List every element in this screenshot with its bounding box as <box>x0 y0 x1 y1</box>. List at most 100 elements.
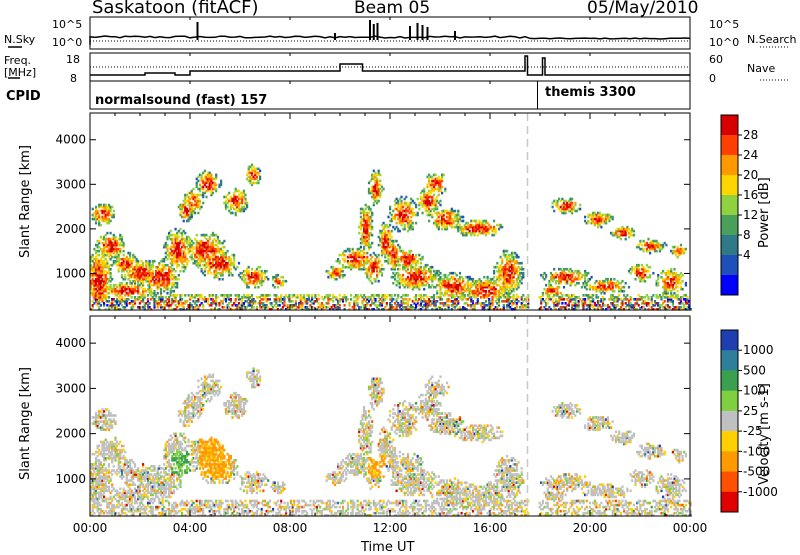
power-cell <box>246 202 248 205</box>
freq-trace <box>90 56 690 75</box>
power-cell <box>545 284 547 287</box>
power-cell <box>269 294 271 297</box>
power-cell <box>110 272 112 275</box>
power-cell <box>348 302 350 305</box>
power-cell <box>399 230 401 233</box>
power-cell <box>352 248 354 251</box>
power-cell <box>188 260 190 263</box>
power-cell <box>202 202 204 205</box>
power-cell <box>147 298 149 301</box>
power-cell <box>256 306 258 309</box>
power-cell <box>127 298 129 301</box>
power-cell <box>124 274 126 277</box>
power-cell <box>506 250 508 253</box>
power-cell <box>521 262 523 265</box>
power-cell <box>604 298 606 301</box>
power-cell <box>592 294 594 297</box>
power-cell <box>149 260 151 263</box>
power-cell <box>350 298 352 301</box>
power-cell <box>441 298 443 301</box>
power-cell <box>279 304 281 307</box>
power-cell <box>259 266 261 269</box>
power-cell <box>417 212 419 215</box>
power-cell <box>121 236 123 239</box>
power-cell <box>584 298 586 301</box>
power-cell <box>457 300 459 303</box>
power-cell <box>176 282 178 285</box>
power-cell <box>371 234 373 237</box>
power-cell <box>591 276 593 279</box>
power-cell <box>379 180 381 183</box>
power-cell <box>233 254 235 257</box>
power-cell <box>184 252 186 255</box>
power-cell <box>144 294 146 297</box>
power-cell <box>392 298 394 301</box>
power-cell <box>248 270 250 273</box>
power-cell <box>186 300 188 303</box>
power-cell <box>402 274 404 277</box>
power-cell <box>274 286 276 289</box>
power-cell <box>405 196 407 199</box>
power-cell <box>327 270 329 273</box>
power-cell <box>254 300 256 303</box>
power-cell <box>339 294 341 297</box>
power-cell <box>439 272 441 275</box>
power-cell <box>522 294 524 297</box>
power-cell <box>201 268 203 271</box>
power-cell <box>420 262 422 265</box>
power-cell <box>201 294 203 297</box>
power-cell <box>175 228 177 231</box>
power-cell <box>230 258 232 261</box>
power-cell <box>201 206 203 209</box>
power-cell <box>517 256 519 259</box>
power-cell <box>522 268 524 271</box>
power-cell <box>178 274 180 277</box>
power-cell <box>454 210 456 213</box>
power-cell <box>428 220 430 223</box>
power-cell <box>344 304 346 307</box>
power-cell <box>370 208 372 211</box>
power-cell <box>547 302 549 305</box>
power-cell <box>269 298 271 301</box>
power-cell <box>522 272 524 275</box>
power-cell <box>459 272 461 275</box>
power-cell <box>311 294 313 297</box>
power-cell <box>383 188 385 191</box>
power-cell <box>160 288 162 291</box>
power-cell <box>394 294 396 297</box>
power-cell <box>483 276 485 279</box>
power-cell <box>371 242 373 245</box>
power-cell <box>371 282 373 285</box>
power-cell <box>277 274 279 277</box>
power-cell <box>238 294 240 297</box>
power-cell <box>215 188 217 191</box>
power-cell <box>257 286 259 289</box>
power-cell <box>438 194 440 197</box>
power-cell <box>439 200 441 203</box>
power-cell <box>223 246 225 249</box>
power-cell <box>415 204 417 207</box>
nsky-panel-frame <box>90 17 690 49</box>
power-cell <box>391 294 393 297</box>
power-cell <box>95 206 97 209</box>
power-cell <box>227 206 229 209</box>
power-cell <box>230 294 232 297</box>
power-cell <box>178 264 180 267</box>
power-cell <box>475 220 477 223</box>
power-cell <box>433 294 435 297</box>
power-cell <box>391 236 393 239</box>
power-cell <box>217 296 219 299</box>
power-cell <box>381 272 383 275</box>
power-cell <box>162 296 164 299</box>
power-cell <box>329 294 331 297</box>
power-cell <box>462 216 464 219</box>
power-cell <box>202 304 204 307</box>
power-cell <box>400 200 402 203</box>
power-cell <box>335 278 337 281</box>
power-cell <box>106 260 108 263</box>
power-cell <box>517 300 519 303</box>
power-cell <box>223 306 225 309</box>
power-cell <box>407 216 409 219</box>
power-cell <box>371 220 373 223</box>
power-cell <box>100 224 102 227</box>
